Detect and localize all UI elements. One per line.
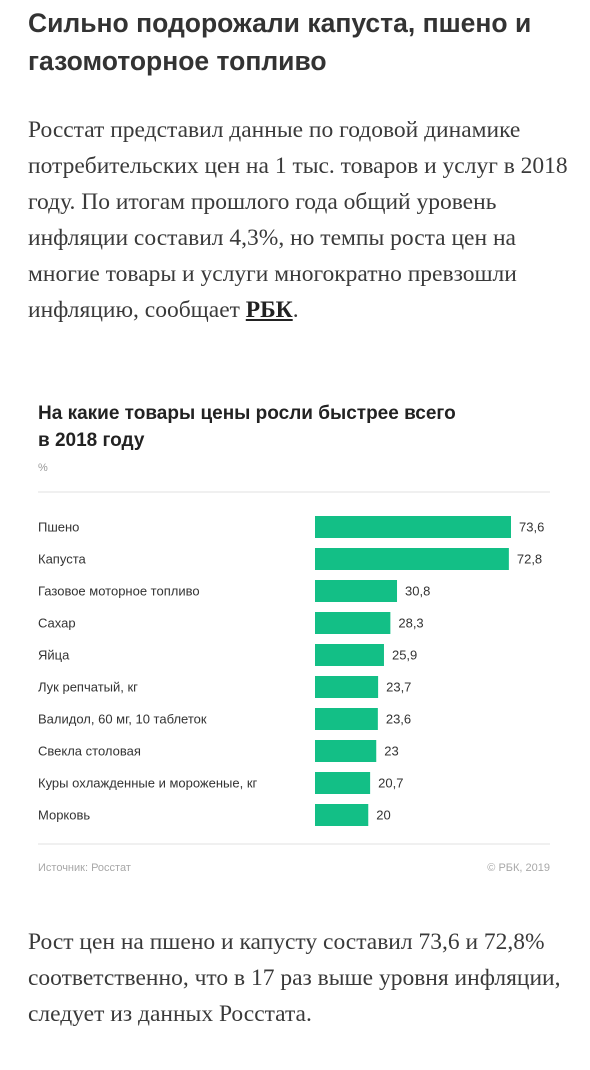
bar [315, 644, 384, 666]
bar [315, 804, 369, 826]
category-label: Пшено [38, 520, 79, 535]
article-paragraph-summary: Рост цен на пшено и капусту составил 73,… [28, 929, 561, 1027]
category-label: Яйца [38, 648, 70, 663]
category-label: Лук репчатый, кг [38, 680, 138, 695]
category-label: Морковь [38, 808, 90, 823]
value-label: 20,7 [378, 776, 403, 791]
bar [315, 548, 509, 570]
chart-panel: На какие товары цены росли быстрее всего… [18, 384, 570, 894]
bar [315, 516, 511, 538]
chart-title-line1: На какие товары цены росли быстрее всего [38, 403, 456, 424]
bar [315, 612, 391, 634]
value-label: 20 [376, 808, 390, 823]
chart-unit-label: % [38, 462, 48, 474]
bar [315, 676, 379, 698]
category-label: Куры охлажденные и мороженые, кг [38, 776, 258, 791]
value-label: 23,7 [386, 680, 411, 695]
intro-text: Росстат представил данные по годовой дин… [28, 117, 568, 323]
bars-group: Пшено 73,6 Капуста 72,8 Газовое моторное топ… [38, 516, 544, 826]
bar [315, 580, 398, 602]
article-paragraph-intro: Росстат представил данные по годовой дин… [28, 112, 573, 328]
category-label: Газовое моторное топливо [38, 584, 200, 599]
bar [315, 740, 377, 762]
value-label: 72,8 [517, 552, 542, 567]
value-label: 73,6 [519, 520, 544, 535]
value-label: 30,8 [405, 584, 430, 599]
bar [315, 708, 378, 730]
rbc-source-link[interactable]: РБК [245, 297, 293, 323]
bar [315, 772, 371, 794]
chart-title-line2: в 2018 году [38, 430, 145, 451]
price-growth-chart: На какие товары цены росли быстрее всего… [38, 403, 550, 874]
value-label: 25,9 [392, 648, 417, 663]
category-label: Капуста [38, 552, 87, 567]
value-label: 28,3 [398, 616, 423, 631]
category-label: Сахар [38, 616, 76, 631]
category-label: Валидол, 60 мг, 10 таблеток [38, 712, 207, 727]
category-label: Свекла столовая [38, 744, 141, 759]
article-headline: Сильно подорожали капуста, пшено и газом… [28, 8, 532, 76]
chart-source-label: Источник: Росстат [38, 862, 131, 874]
chart-copyright-label: © РБК, 2019 [487, 862, 550, 874]
value-label: 23,6 [386, 712, 411, 727]
intro-text-end: . [292, 297, 299, 323]
value-label: 23 [384, 744, 398, 759]
